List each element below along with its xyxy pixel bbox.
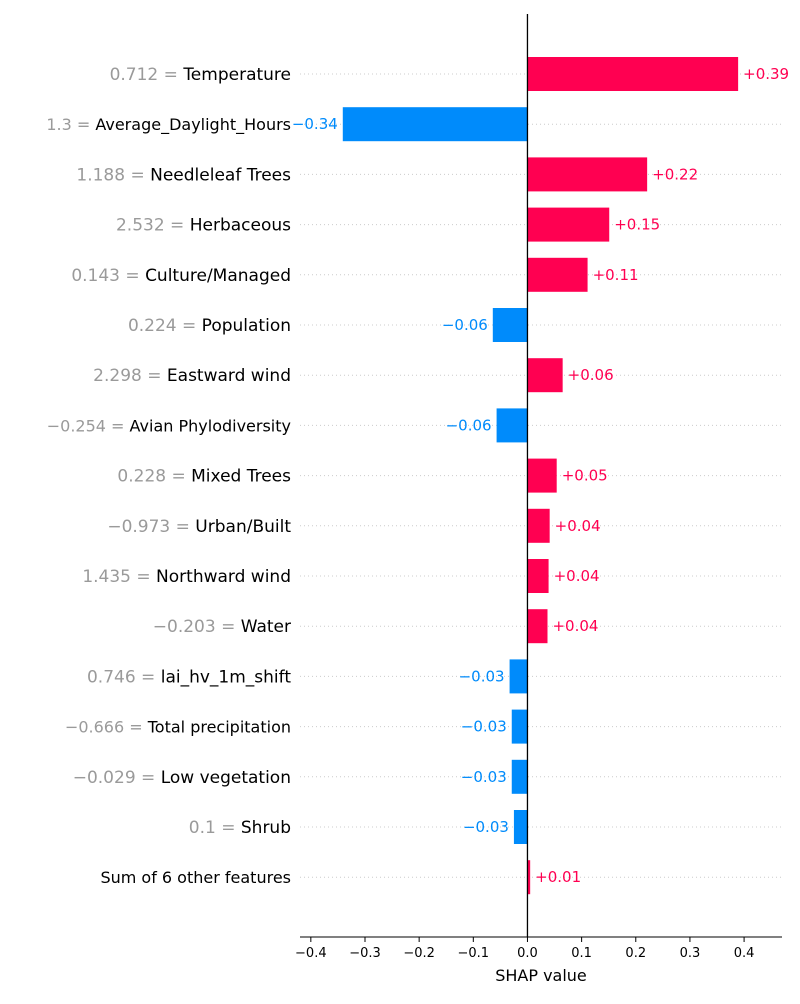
data-label: +0.15 [614,216,660,234]
bar [513,810,528,844]
y-tick-label: 0.143 = Culture/Managed [71,266,291,286]
bar-layer [342,57,739,895]
y-tick-label: 0.712 = Temperature [110,65,291,85]
bar [527,207,610,242]
y-tick-label: 0.746 = lai_hv_1m_shift [87,667,291,687]
feature-name: Northward wind [156,567,291,587]
feature-value: 0.746 = [87,667,161,687]
feature-name: Mixed Trees [191,467,291,487]
x-tick-label: −0.1 [458,946,490,961]
bar [342,107,528,142]
data-label: +0.39 [743,65,789,83]
x-tick-label: 0.4 [734,946,755,961]
feature-name: Temperature [182,65,291,85]
bar [492,308,528,342]
data-label: +0.04 [555,517,601,535]
feature-value: 1.188 = [76,165,150,185]
feature-value: 2.298 = [93,366,167,386]
x-axis: −0.4 −0.3 −0.2 −0.1 0.0 0.1 0.2 0.3 0.4 [295,14,782,961]
x-tick-label: 0.0 [517,946,538,961]
feature-value: 1.435 = [82,567,156,587]
y-tick-label: −0.666 = Total precipitation [65,718,291,737]
feature-value: −0.254 = [47,416,130,435]
x-tick-label: −0.3 [349,946,381,961]
bar [527,57,739,91]
feature-value: 2.532 = [116,216,190,236]
x-tick-label: −0.2 [403,946,435,961]
bar [509,659,528,694]
feature-value: −0.973 = [107,517,195,537]
data-label: +0.04 [552,617,598,635]
feature-value: −0.029 = [73,768,161,788]
bar [527,157,648,192]
feature-value: −0.666 = [65,718,148,737]
x-tick-label: 0.1 [571,946,592,961]
feature-value: 0.228 = [117,467,191,487]
feature-value: 0.143 = [71,266,145,286]
feature-name: Low vegetation [161,768,291,788]
y-tick-label: −0.254 = Avian Phylodiversity [47,416,291,435]
x-axis-title: SHAP value [495,966,587,985]
bar [527,860,531,895]
y-tick-label: 1.3 = Average_Daylight_Hours [46,115,291,135]
data-label: −0.03 [459,667,505,685]
bar [527,559,549,593]
y-tick-label: 1.435 = Northward wind [82,567,291,587]
feature-value: −0.203 = [153,617,241,637]
y-tick-label: −0.973 = Urban/Built [107,517,291,537]
feature-name: Culture/Managed [145,266,291,286]
feature-name: Eastward wind [167,366,291,386]
y-tick-label: 1.188 = Needleleaf Trees [76,165,291,185]
data-label: −0.06 [446,416,492,434]
y-tick-label: Sum of 6 other features [100,868,291,887]
feature-name: Water [241,617,291,637]
x-tick-label: 0.2 [625,946,646,961]
bar [527,358,563,393]
bar [511,709,528,744]
feature-name: Urban/Built [195,517,291,537]
data-label: +0.01 [535,868,581,886]
data-label: +0.11 [593,266,639,284]
bar [527,458,557,493]
data-label: −0.34 [292,115,338,133]
feature-value: 0.712 = [110,65,184,85]
feature-name: Total precipitation [147,718,291,737]
y-tick-label: −0.029 = Low vegetation [73,768,291,788]
data-label: +0.04 [554,567,600,585]
feature-name: Needleleaf Trees [150,165,291,185]
data-label: −0.03 [461,718,507,736]
feature-name: lai_hv_1m_shift [161,667,292,687]
y-tick-label: 2.532 = Herbaceous [116,216,291,236]
data-label: −0.06 [442,316,488,334]
data-label: +0.05 [562,467,608,485]
y-tick-label: 2.298 = Eastward wind [93,366,291,386]
y-tick-label: 0.1 = Shrub [189,818,291,838]
feature-value: 1.3 = [46,115,95,134]
bar [527,257,588,292]
feature-name: Population [202,316,291,336]
y-tick-label: 0.224 = Population [128,316,291,336]
feature-name: Avian Phylodiversity [130,416,291,435]
x-tick-label: −0.4 [295,946,327,961]
feature-value: 0.1 = [189,818,241,838]
feature-name: Shrub [241,818,291,838]
feature-name: Herbaceous [190,216,291,236]
bar [527,508,550,543]
feature-name: Average_Daylight_Hours [95,115,291,135]
y-tick-label: −0.203 = Water [153,617,291,637]
feature-value: 0.224 = [128,316,202,336]
bar [496,408,528,443]
data-label: −0.03 [463,818,509,836]
data-label: +0.06 [568,366,614,384]
y-tick-label: 0.228 = Mixed Trees [117,467,291,487]
bar [527,609,548,644]
data-label: +0.22 [652,165,698,183]
data-label: −0.03 [461,768,507,786]
feature-name: Sum of 6 other features [100,868,291,887]
x-tick-label: 0.3 [680,946,701,961]
bar [511,759,528,794]
label-layer: +0.390.712 = Temperature−0.341.3 = Avera… [46,65,789,887]
